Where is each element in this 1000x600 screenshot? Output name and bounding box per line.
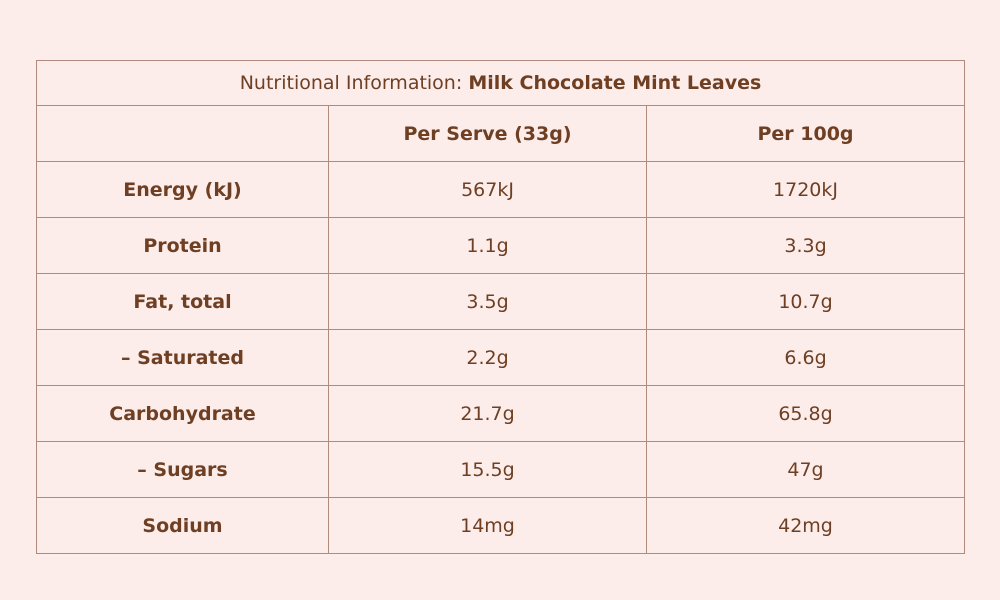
title-row: Nutritional Information: Milk Chocolate … [35, 60, 966, 106]
cell-value: 42mg [645, 497, 966, 554]
column-header: Per 100g [645, 105, 966, 162]
row-label: Protein [36, 217, 329, 274]
row-label: Carbohydrate [36, 385, 329, 442]
table-body: Energy (kJ) 567kJ 1720kJ Protein 1.1g 3.3g Fat… [36, 161, 966, 554]
header-row: Per Serve (33g) Per 100g [36, 105, 966, 162]
table-row: Energy (kJ) 567kJ 1720kJ [36, 161, 966, 218]
cell-value: 21.7g [328, 385, 647, 442]
cell-value: 3.3g [645, 217, 966, 274]
table-row: Protein 1.1g 3.3g [36, 217, 966, 274]
nutrition-panel: Nutritional Information: Milk Chocolate … [35, 60, 966, 554]
cell-value: 6.6g [645, 329, 966, 386]
cell-value: 2.2g [328, 329, 647, 386]
table-row: – Sugars 15.5g 47g [36, 441, 966, 498]
cell-value: 65.8g [645, 385, 966, 442]
row-label: – Sugars [36, 441, 329, 498]
cell-value: 567kJ [328, 161, 647, 218]
table-row: Fat, total 3.5g 10.7g [36, 273, 966, 330]
cell-value: 15.5g [328, 441, 647, 498]
title-label: Nutritional Information: [239, 72, 463, 94]
row-label: Fat, total [36, 273, 329, 330]
title-product: Milk Chocolate Mint Leaves [468, 72, 762, 94]
cell-value: 1720kJ [645, 161, 966, 218]
table-row: Sodium 14mg 42mg [36, 497, 966, 554]
cell-value: 3.5g [328, 273, 647, 330]
cell-value: 14mg [328, 497, 647, 554]
cell-value: 1.1g [328, 217, 647, 274]
header-blank [36, 105, 329, 162]
row-label: – Saturated [36, 329, 329, 386]
cell-value: 10.7g [645, 273, 966, 330]
table-row: – Saturated 2.2g 6.6g [36, 329, 966, 386]
row-label: Sodium [36, 497, 329, 554]
table-row: Carbohydrate 21.7g 65.8g [36, 385, 966, 442]
cell-value: 47g [645, 441, 966, 498]
table-title: Nutritional Information: Milk Chocolate … [35, 60, 966, 106]
column-header: Per Serve (33g) [328, 105, 647, 162]
nutrition-table: Nutritional Information: Milk Chocolate … [35, 60, 966, 554]
row-label: Energy (kJ) [36, 161, 329, 218]
